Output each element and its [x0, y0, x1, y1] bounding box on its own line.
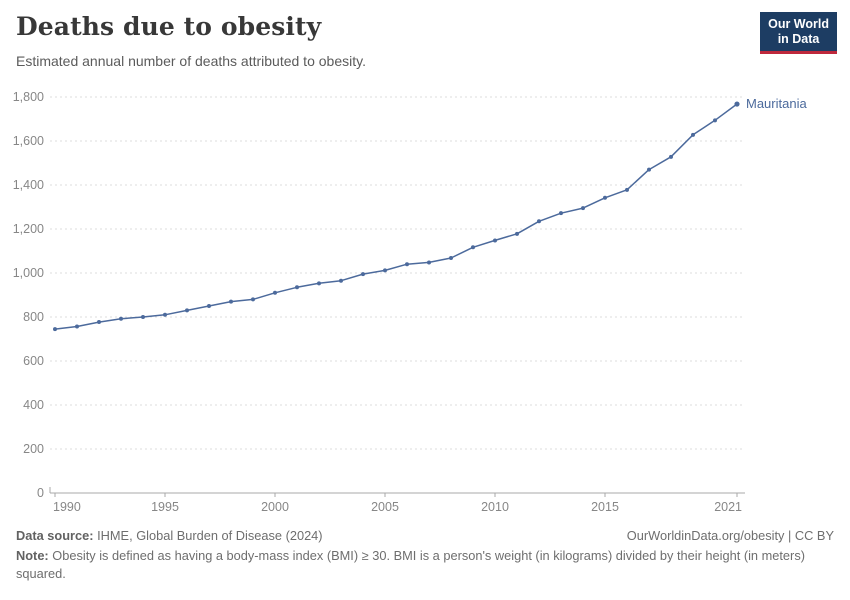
owid-logo-line1: Our World	[768, 17, 829, 31]
owid-logo-line2: in Data	[777, 32, 820, 47]
y-tick-label: 600	[23, 354, 44, 368]
y-tick-label: 0	[37, 486, 44, 500]
data-point[interactable]	[559, 211, 563, 216]
note-text: Obesity is defined as having a body-mass…	[16, 548, 805, 581]
data-point[interactable]	[163, 312, 167, 317]
y-tick-label: 1,800	[13, 90, 44, 104]
y-tick-label: 1,200	[13, 222, 44, 236]
data-point[interactable]	[361, 272, 365, 277]
data-source-label: Data source:	[16, 528, 94, 543]
x-tick-label: 2005	[371, 500, 399, 514]
y-tick-label: 200	[23, 442, 44, 456]
data-point[interactable]	[317, 281, 321, 286]
y-tick-label: 800	[23, 310, 44, 324]
data-point[interactable]	[185, 308, 189, 313]
data-point[interactable]	[251, 297, 255, 302]
data-point[interactable]	[734, 101, 740, 107]
data-point[interactable]	[339, 278, 343, 283]
note-row: Note: Obesity is defined as having a bod…	[16, 547, 834, 582]
data-point[interactable]	[229, 299, 233, 304]
data-point[interactable]	[75, 324, 79, 329]
data-point[interactable]	[493, 238, 497, 243]
y-tick-label: 1,600	[13, 134, 44, 148]
x-tick-label: 1990	[53, 500, 81, 514]
y-tick-label: 1,000	[13, 266, 44, 280]
data-source: Data source: IHME, Global Burden of Dise…	[16, 527, 323, 544]
data-point[interactable]	[537, 219, 541, 224]
note-label: Note:	[16, 548, 49, 564]
data-point[interactable]	[625, 187, 629, 192]
data-point[interactable]	[405, 262, 409, 267]
y-tick-label: 400	[23, 398, 44, 412]
data-point[interactable]	[273, 290, 277, 295]
page-title: Deaths due to obesity	[16, 12, 322, 41]
data-point[interactable]	[669, 154, 673, 159]
data-point[interactable]	[295, 285, 299, 290]
data-point[interactable]	[383, 268, 387, 273]
data-point[interactable]	[471, 245, 475, 250]
data-point[interactable]	[141, 315, 145, 319]
data-point[interactable]	[207, 304, 211, 308]
x-tick-label: 1995	[151, 500, 179, 514]
license-link[interactable]: OurWorldinData.org/obesity | CC BY	[626, 528, 834, 543]
data-point[interactable]	[53, 327, 57, 332]
data-point[interactable]	[119, 316, 123, 321]
x-tick-label: 2015	[591, 500, 619, 514]
x-tick-label: 2021	[714, 500, 742, 514]
data-point[interactable]	[97, 320, 101, 325]
data-point[interactable]	[691, 132, 695, 137]
series-line[interactable]	[54, 103, 738, 330]
data-point[interactable]	[449, 256, 453, 261]
data-point[interactable]	[647, 167, 651, 172]
entity-label[interactable]: Mauritania	[746, 96, 807, 111]
data-point[interactable]	[515, 231, 519, 236]
chart-footer: Data source: IHME, Global Burden of Dise…	[16, 527, 834, 582]
data-point[interactable]	[603, 195, 607, 200]
data-source-text: IHME, Global Burden of Disease (2024)	[93, 528, 323, 543]
x-tick-label: 2010	[481, 500, 509, 514]
chart-subtitle: Estimated annual number of deaths attrib…	[16, 53, 366, 69]
y-tick-label: 1,400	[13, 178, 44, 192]
data-point[interactable]	[713, 118, 717, 123]
data-point[interactable]	[427, 260, 431, 265]
x-tick-label: 2000	[261, 500, 289, 514]
chart-svg: 0 200 400 600 800 1,000 1,200 1,400 1,600 1,800 19…	[13, 90, 808, 514]
data-point[interactable]	[581, 206, 585, 211]
owid-logo[interactable]: Our World in Data	[760, 12, 837, 54]
source-row: Data source: IHME, Global Burden of Dise…	[16, 527, 834, 544]
